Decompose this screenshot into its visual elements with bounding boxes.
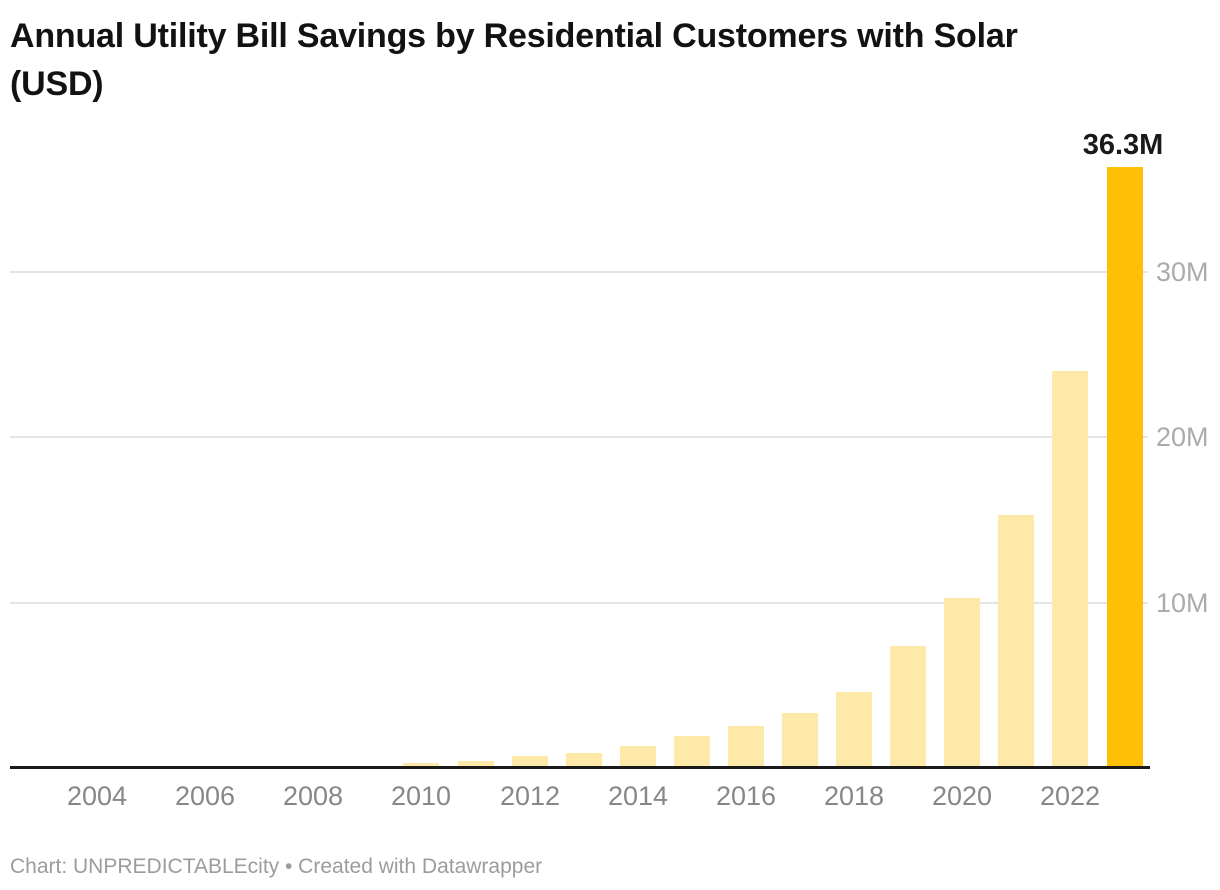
chart-footer: Chart: UNPREDICTABLEcity • Created with … [10, 855, 543, 878]
x-axis-tick-label: 2004 [66, 781, 128, 811]
y-axis-tick-label: 30M [1156, 257, 1209, 287]
x-axis-tick-label: 2010 [390, 781, 452, 811]
x-axis-tick-label: 2014 [607, 781, 669, 811]
y-axis-tick-label: 10M [1156, 588, 1209, 618]
x-axis-tick-label: 2008 [282, 781, 344, 811]
x-axis-tick-label: 2022 [1039, 781, 1101, 811]
chart-bar-2011[interactable] [458, 761, 494, 768]
gridline-30M [10, 271, 1148, 273]
chart-bar-2023[interactable] [1107, 167, 1143, 768]
chart-title: Annual Utility Bill Savings by Residenti… [10, 17, 1018, 103]
chart-bar-2019[interactable] [890, 646, 926, 768]
chart-bar-2013[interactable] [566, 753, 602, 768]
chart-bar-2021[interactable] [998, 515, 1034, 768]
x-axis-tick-label: 2020 [931, 781, 993, 811]
x-axis-tick-label: 2006 [174, 781, 236, 811]
chart-bar-2014[interactable] [620, 746, 656, 768]
x-axis-tick-label: 2018 [823, 781, 885, 811]
chart-bar-2022[interactable] [1052, 371, 1088, 768]
x-axis-tick-label: 2012 [499, 781, 561, 811]
x-axis-line [10, 766, 1150, 769]
gridline-10M [10, 602, 1148, 604]
y-axis-tick-label: 20M [1156, 422, 1209, 452]
chart-bar-2016[interactable] [728, 726, 764, 768]
chart-bar-2017[interactable] [782, 713, 818, 768]
chart-bar-2020[interactable] [944, 598, 980, 768]
gridline-20M [10, 436, 1148, 438]
chart-bar-2018[interactable] [836, 692, 872, 768]
bar-value-label: 36.3M [1082, 129, 1164, 161]
chart-bar-2010[interactable] [403, 763, 439, 768]
chart-bar-2015[interactable] [674, 736, 710, 768]
chart-bar-2012[interactable] [512, 756, 548, 768]
x-axis-tick-label: 2016 [715, 781, 777, 811]
